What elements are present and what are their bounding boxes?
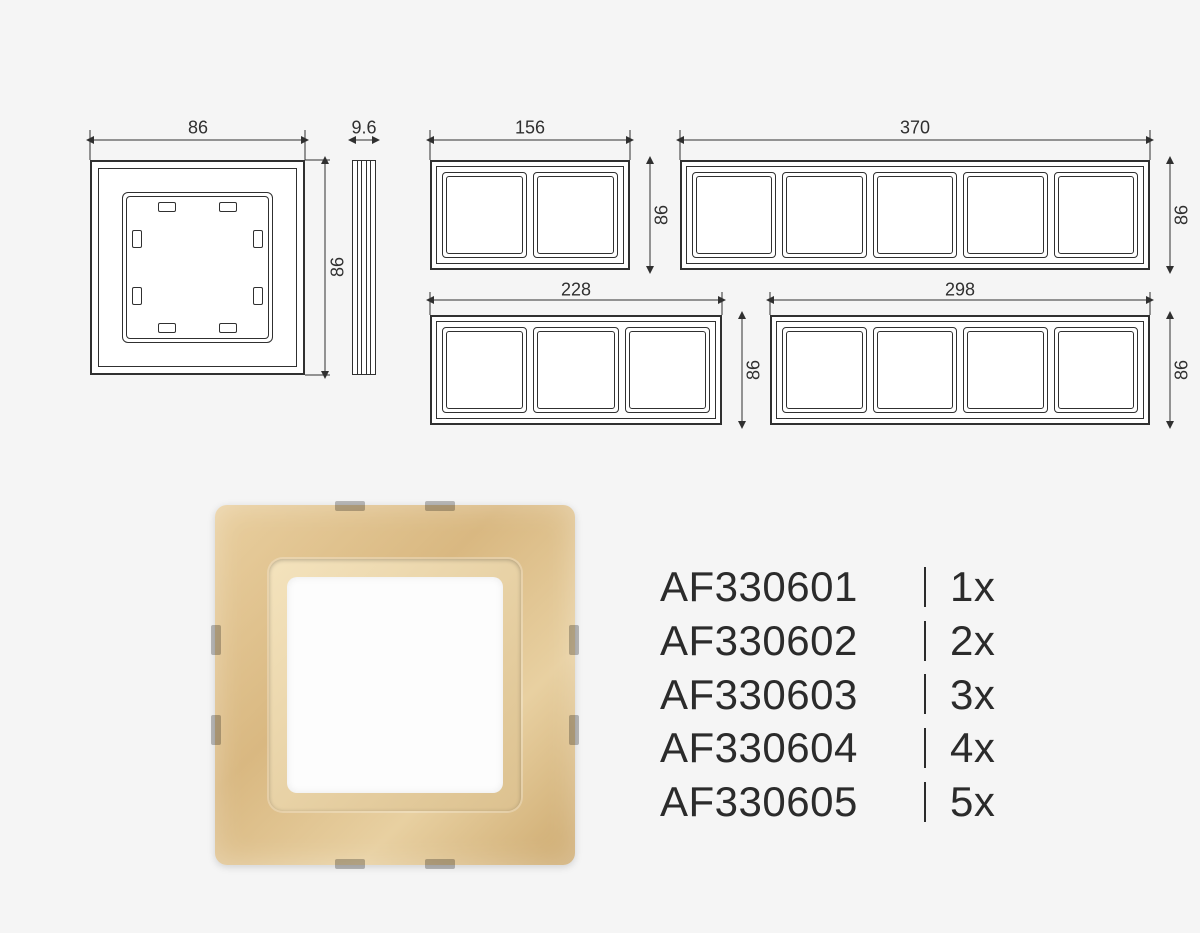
sku-row: AF330605 5x bbox=[660, 775, 995, 829]
drawing-frame-5x bbox=[680, 160, 1150, 270]
sku-code: AF330604 bbox=[660, 721, 900, 775]
sku-code: AF330603 bbox=[660, 668, 900, 722]
dim-2x-height: 86 bbox=[652, 205, 673, 225]
sku-row: AF330603 3x bbox=[660, 668, 995, 722]
sku-qty: 2x bbox=[950, 614, 995, 668]
sku-qty: 5x bbox=[950, 775, 995, 829]
page: 86 86 9.6 156 86 370 86 228 86 298 86 AF… bbox=[0, 0, 1200, 933]
dim-2x-width: 156 bbox=[515, 118, 545, 139]
sku-separator bbox=[924, 674, 926, 714]
drawing-side-view bbox=[352, 160, 376, 375]
dim-1x-width: 86 bbox=[188, 118, 208, 139]
dim-5x-width: 370 bbox=[900, 118, 930, 139]
sku-separator bbox=[924, 567, 926, 607]
sku-code: AF330602 bbox=[660, 614, 900, 668]
dim-4x-width: 298 bbox=[945, 280, 975, 301]
dim-3x-height: 86 bbox=[744, 360, 765, 380]
sku-row: AF330602 2x bbox=[660, 614, 995, 668]
sku-separator bbox=[924, 728, 926, 768]
sku-qty: 1x bbox=[950, 560, 995, 614]
sku-separator bbox=[924, 782, 926, 822]
product-render-frame bbox=[215, 505, 575, 865]
dim-side-depth: 9.6 bbox=[351, 118, 376, 139]
dim-5x-height: 86 bbox=[1172, 205, 1193, 225]
drawing-frame-2x bbox=[430, 160, 630, 270]
dim-3x-width: 228 bbox=[561, 280, 591, 301]
sku-code: AF330605 bbox=[660, 775, 900, 829]
drawing-frame-4x bbox=[770, 315, 1150, 425]
drawing-frame-1x bbox=[90, 160, 305, 375]
sku-code: AF330601 bbox=[660, 560, 900, 614]
sku-qty: 4x bbox=[950, 721, 995, 775]
drawing-frame-3x bbox=[430, 315, 722, 425]
sku-row: AF330604 4x bbox=[660, 721, 995, 775]
sku-qty: 3x bbox=[950, 668, 995, 722]
dim-4x-height: 86 bbox=[1172, 360, 1193, 380]
dimension-lines bbox=[0, 0, 1200, 933]
dim-1x-height: 86 bbox=[328, 257, 349, 277]
sku-table: AF330601 1x AF330602 2x AF330603 3x AF33… bbox=[660, 560, 995, 829]
sku-row: AF330601 1x bbox=[660, 560, 995, 614]
sku-separator bbox=[924, 621, 926, 661]
